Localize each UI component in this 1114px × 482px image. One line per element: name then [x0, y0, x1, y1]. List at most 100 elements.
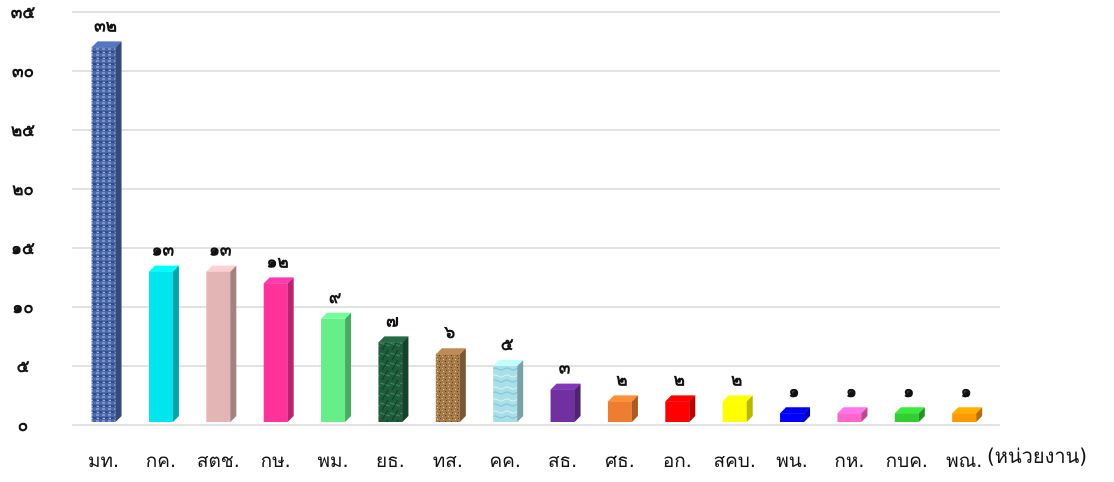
bar-front: [206, 271, 231, 422]
y-tick-label: ๐: [18, 416, 28, 436]
bar: [321, 312, 352, 422]
bar-top: [952, 407, 983, 414]
bar-side: [631, 395, 638, 422]
bar-top: [321, 312, 352, 319]
x-tick-label: พณ.: [946, 450, 982, 472]
bar-front: [148, 271, 173, 422]
x-tick-label: พม.: [318, 450, 349, 472]
bar-front: [952, 413, 977, 422]
bar-top: [722, 395, 753, 402]
x-tick-label: กค.: [146, 450, 176, 472]
bar-side: [345, 312, 352, 422]
bar-side: [402, 336, 409, 422]
data-label: ๑๓: [152, 241, 175, 261]
bar: [550, 383, 581, 422]
bar-top: [435, 348, 466, 355]
bar-top: [148, 265, 179, 272]
data-label: ๓: [559, 359, 571, 379]
bar-top: [837, 407, 868, 414]
bar-front: [607, 401, 632, 422]
bar: [206, 265, 237, 422]
bar: [952, 407, 983, 422]
bar-side: [861, 407, 868, 422]
bar-front: [665, 401, 690, 422]
bar-front: [493, 366, 518, 422]
bar: [837, 407, 868, 422]
data-label: ๒: [731, 370, 742, 390]
bar-front: [837, 413, 862, 422]
bar-side: [230, 265, 237, 422]
bar-side: [115, 41, 122, 423]
x-tick-label: มท.: [88, 450, 119, 472]
bar-front: [435, 354, 460, 422]
bar-side: [746, 395, 753, 422]
y-axis-ticks: ๐ ๕ ๑๐ ๑๕ ๒๐ ๒๕ ๓๐ ๓๕: [11, 3, 36, 436]
data-label: ๑: [961, 382, 972, 402]
bar-side: [574, 383, 581, 422]
y-tick-label: ๑๕: [11, 239, 35, 259]
bar: [91, 41, 122, 423]
x-tick-label: สคบ.: [713, 450, 755, 472]
bar-front: [780, 413, 805, 422]
x-tick-label: สธ.: [548, 450, 577, 472]
bar: [493, 360, 524, 422]
bar-front: [321, 318, 346, 422]
bar-front: [722, 401, 747, 422]
bar: [665, 395, 696, 422]
bar-top: [780, 407, 811, 414]
data-label: ๑: [903, 382, 914, 402]
x-tick-label: คค.: [489, 450, 520, 472]
y-tick-label: ๓๐: [12, 62, 34, 82]
y-tick-label: ๑๐: [12, 298, 33, 318]
data-label: ๑๓: [209, 241, 232, 261]
data-label: ๙: [329, 288, 341, 308]
data-label: ๒: [674, 370, 685, 390]
bar-side: [804, 407, 811, 422]
data-label: ๑: [846, 382, 857, 402]
y-tick-label: ๒๐: [12, 180, 34, 200]
bar-top: [665, 395, 696, 402]
x-axis-unit-label: (หน่วยงาน): [987, 444, 1087, 468]
bar-side: [172, 265, 179, 422]
x-tick-label: สตช.: [197, 450, 240, 472]
bar-side: [517, 360, 524, 422]
data-label: ๑๒: [267, 252, 289, 272]
bar-top: [894, 407, 925, 414]
data-label: ๑: [789, 382, 800, 402]
bar-top: [206, 265, 237, 272]
bar-top: [91, 41, 122, 48]
data-label: ๓๒: [94, 16, 117, 36]
bar: [722, 395, 753, 422]
bar: [607, 395, 638, 422]
x-tick-label: กษ.: [261, 450, 291, 472]
data-labels: ๓๒๑๓ ๑๓๑๒๙๗๖๕๓๒๒๒๑๑๑๑: [94, 16, 971, 402]
bar-side: [287, 277, 294, 422]
bar: [894, 407, 925, 422]
y-tick-label: ๓๕: [11, 3, 36, 23]
bar-side: [918, 407, 925, 422]
y-tick-label: ๕: [17, 357, 30, 377]
bar-top: [607, 395, 638, 402]
bar: [378, 336, 409, 422]
x-tick-label: กห.: [834, 450, 864, 472]
bar-top: [550, 383, 581, 390]
bar: [435, 348, 466, 422]
bar-front: [263, 283, 288, 422]
bar-side: [976, 407, 983, 422]
data-label: ๒: [616, 370, 627, 390]
bar-top: [493, 360, 524, 366]
x-tick-label: ทส.: [433, 450, 463, 472]
x-tick-label: ศธ.: [605, 450, 635, 472]
x-axis-ticks: มท. กค. สตช. กษ. พม. ยธ. ทส. คค. สธ. ศธ. อก. สคบ. พน…: [88, 450, 982, 472]
bars: [91, 41, 983, 423]
bar-top: [263, 277, 294, 284]
bar: [780, 407, 811, 422]
x-tick-label: พน.: [776, 450, 808, 472]
bar: [148, 265, 179, 422]
data-label: ๕: [501, 335, 514, 355]
x-tick-label: ยธ.: [376, 450, 405, 472]
y-tick-label: ๒๕: [11, 121, 35, 141]
bar-front: [91, 47, 116, 423]
data-label: ๗: [386, 311, 399, 331]
